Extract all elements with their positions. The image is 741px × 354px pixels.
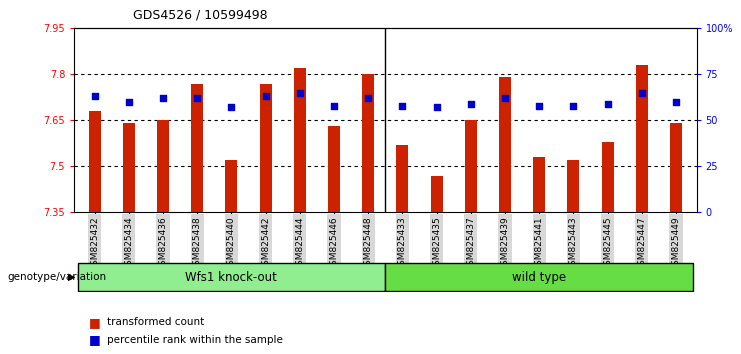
Point xyxy=(362,96,374,101)
Point xyxy=(157,96,169,101)
Point xyxy=(568,103,579,108)
Point xyxy=(670,99,682,105)
Point xyxy=(328,103,340,108)
Text: wild type: wild type xyxy=(512,270,566,284)
Text: transformed count: transformed count xyxy=(107,317,205,327)
Bar xyxy=(636,65,648,212)
Point xyxy=(499,96,511,101)
Bar xyxy=(89,111,101,212)
Point xyxy=(123,99,135,105)
Point xyxy=(465,101,476,107)
Point xyxy=(225,105,237,110)
Bar xyxy=(499,78,511,212)
Bar xyxy=(534,157,545,212)
Point xyxy=(396,103,408,108)
Bar xyxy=(465,120,476,212)
Bar xyxy=(225,160,237,212)
Text: percentile rank within the sample: percentile rank within the sample xyxy=(107,335,283,345)
Bar xyxy=(78,263,385,291)
Point xyxy=(294,90,306,96)
Text: ■: ■ xyxy=(89,333,101,346)
Point xyxy=(431,105,442,110)
Text: GDS4526 / 10599498: GDS4526 / 10599498 xyxy=(133,9,268,22)
Text: Wfs1 knock-out: Wfs1 knock-out xyxy=(185,270,277,284)
Bar xyxy=(123,124,135,212)
Text: genotype/variation: genotype/variation xyxy=(7,272,107,282)
Text: ■: ■ xyxy=(89,316,101,329)
Point xyxy=(89,93,101,99)
Bar xyxy=(385,263,693,291)
Bar xyxy=(362,74,374,212)
Bar xyxy=(259,84,272,212)
Bar xyxy=(670,124,682,212)
Point xyxy=(636,90,648,96)
Bar xyxy=(431,176,442,212)
Point xyxy=(191,96,203,101)
Bar xyxy=(157,120,169,212)
Bar xyxy=(602,142,614,212)
Bar xyxy=(191,84,203,212)
Text: ▶: ▶ xyxy=(68,272,76,282)
Point xyxy=(602,101,614,107)
Bar xyxy=(568,160,579,212)
Point xyxy=(259,93,271,99)
Point xyxy=(534,103,545,108)
Bar xyxy=(294,68,306,212)
Bar xyxy=(396,145,408,212)
Bar xyxy=(328,126,340,212)
